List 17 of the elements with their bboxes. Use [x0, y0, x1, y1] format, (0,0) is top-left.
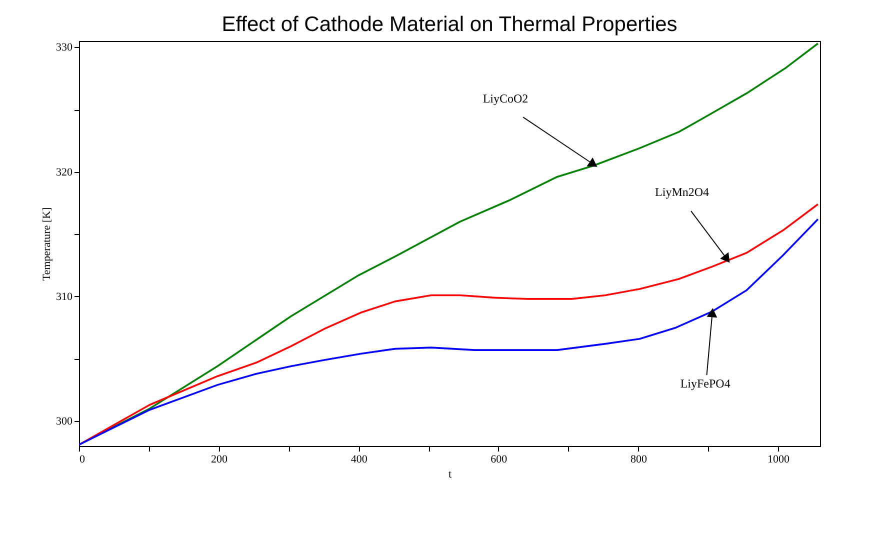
x-tick-label: 800: [630, 454, 648, 466]
x-tick-label: 1000: [768, 454, 790, 466]
x-tick-label: 200: [211, 454, 228, 466]
y-tick-label: 330: [56, 42, 73, 54]
chart-title: Effect of Cathode Material on Thermal Properties: [222, 13, 678, 36]
x-axis-title: t: [448, 468, 452, 480]
x-tick-label: 0: [80, 454, 86, 466]
y-tick-label: 300: [56, 416, 73, 428]
line-series: [79, 42, 819, 446]
x-tick-label: 600: [490, 454, 508, 466]
y-tick-label: 320: [56, 166, 73, 178]
annotation: LiyCoO2: [482, 91, 528, 106]
annotation: LiyFePO4: [680, 376, 730, 391]
annotation: LiyMn2O4: [655, 185, 710, 200]
y-tick-label: 310: [56, 290, 73, 303]
y-axis-title: Temperature [K]: [41, 207, 53, 281]
x-tick-label: 400: [350, 454, 368, 466]
